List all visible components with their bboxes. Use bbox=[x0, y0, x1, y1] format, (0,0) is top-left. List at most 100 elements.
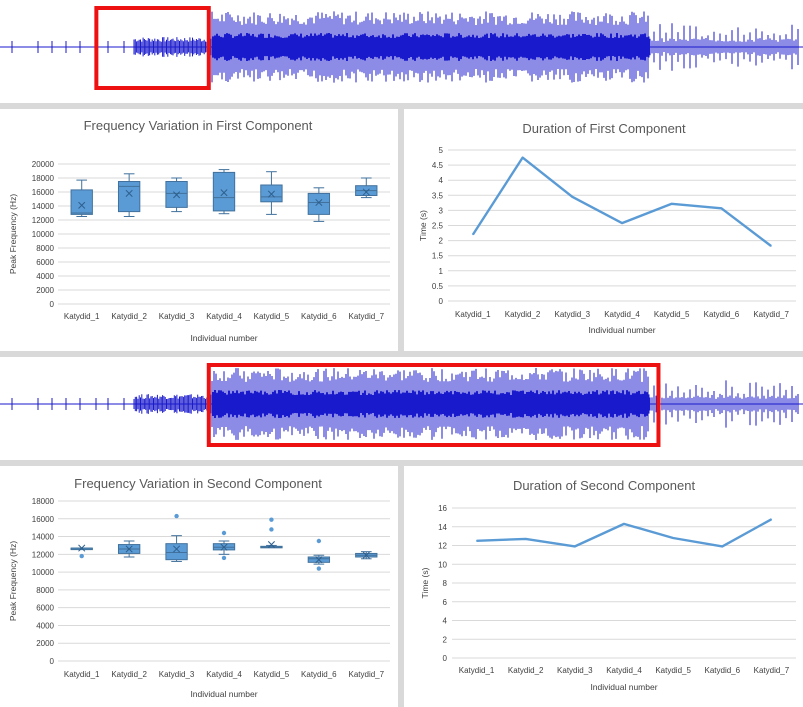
y-axis-label: Peak Frequency (Hz) bbox=[8, 194, 18, 274]
chart-panel-first-frequency: Frequency Variation in First Component 0 2… bbox=[0, 109, 398, 351]
x-tick-label: Katydid_6 bbox=[704, 310, 740, 319]
x-tick-label: Katydid_4 bbox=[606, 666, 642, 675]
box-7 bbox=[355, 177, 378, 199]
waveform-top bbox=[0, 6, 803, 90]
chart-first-duration: Duration of First Component 0 0.5 1 1.5 2 2.5 3… bbox=[418, 121, 796, 335]
y-axis-label: Time (s) bbox=[420, 567, 430, 598]
box-3 bbox=[165, 177, 188, 213]
y-tick-label: 2 bbox=[439, 237, 444, 246]
y-tick-label: 0 bbox=[50, 657, 55, 666]
box-1 bbox=[70, 544, 93, 559]
x-tick-label: Katydid_4 bbox=[206, 312, 242, 321]
box-body bbox=[70, 189, 93, 215]
y-tick-label: 12 bbox=[438, 542, 447, 551]
x-tick-label: Katydid_3 bbox=[159, 312, 195, 321]
x-tick-label: Katydid_4 bbox=[206, 670, 242, 679]
box-7 bbox=[355, 551, 378, 560]
highlight-box bbox=[94, 6, 211, 90]
y-tick-label: 5 bbox=[439, 146, 444, 155]
chart-title: Duration of First Component bbox=[522, 121, 686, 136]
waveform-bottom bbox=[0, 363, 803, 447]
y-tick-label: 6000 bbox=[36, 604, 54, 613]
mean-marker bbox=[173, 545, 181, 553]
chart-first-frequency: Frequency Variation in First Component 0 2… bbox=[8, 118, 390, 343]
y-tick-label: 12000 bbox=[32, 550, 55, 559]
box-3 bbox=[165, 513, 188, 562]
mean-marker bbox=[220, 543, 228, 551]
waveform-strip-bottom bbox=[0, 357, 803, 460]
mean-marker bbox=[315, 556, 323, 564]
chart-panel-second-frequency: Frequency Variation in Second Component 0… bbox=[0, 466, 398, 707]
x-tick-label: Katydid_5 bbox=[254, 670, 290, 679]
x-tick-label: Katydid_7 bbox=[754, 666, 790, 675]
y-tick-label: 0 bbox=[439, 297, 444, 306]
y-tick-label: 16 bbox=[438, 504, 447, 513]
x-tick-label: Katydid_7 bbox=[753, 310, 789, 319]
data-point bbox=[521, 156, 524, 159]
data-point bbox=[672, 537, 674, 539]
x-tick-label: Katydid_3 bbox=[557, 666, 593, 675]
x-tick-label: Katydid_6 bbox=[301, 312, 337, 321]
y-axis-label: Time (s) bbox=[418, 210, 428, 241]
waveform-strip-top bbox=[0, 0, 803, 103]
x-axis-label: Individual number bbox=[190, 689, 257, 699]
y-tick-label: 8000 bbox=[36, 244, 54, 253]
y-tick-label: 2.5 bbox=[432, 222, 444, 231]
y-tick-label: 18000 bbox=[32, 497, 55, 506]
chart-panel-second-duration: Duration of Second Component 0 2 4 6 8 10 12 14 1… bbox=[404, 466, 803, 707]
chart-title: Frequency Variation in First Component bbox=[84, 118, 313, 133]
outlier-point bbox=[221, 555, 227, 561]
y-axis-label: Peak Frequency (Hz) bbox=[8, 541, 18, 621]
data-point bbox=[770, 518, 773, 520]
outlier-point bbox=[174, 513, 179, 519]
chart-title: Duration of Second Component bbox=[513, 478, 696, 493]
x-tick-label: Katydid_2 bbox=[508, 666, 544, 675]
data-point bbox=[770, 245, 772, 247]
y-tick-label: 14 bbox=[438, 523, 447, 532]
x-axis-label: Individual number bbox=[190, 333, 257, 343]
y-tick-label: 16000 bbox=[32, 188, 55, 197]
mean-marker bbox=[78, 544, 86, 552]
x-tick-label: Katydid_4 bbox=[604, 310, 640, 319]
y-tick-label: 4 bbox=[439, 176, 444, 185]
x-tick-label: Katydid_7 bbox=[348, 312, 384, 321]
data-point bbox=[623, 523, 625, 525]
y-tick-label: 20000 bbox=[32, 160, 55, 169]
data-point bbox=[525, 538, 527, 540]
box-body bbox=[117, 181, 141, 213]
x-tick-label: Katydid_5 bbox=[654, 310, 690, 319]
data-point bbox=[574, 545, 576, 548]
y-tick-label: 4000 bbox=[36, 272, 54, 281]
y-tick-label: 2000 bbox=[36, 639, 54, 648]
box-4 bbox=[212, 169, 236, 215]
box-5 bbox=[260, 517, 283, 549]
x-tick-label: Katydid_3 bbox=[159, 670, 195, 679]
x-tick-label: Katydid_7 bbox=[348, 670, 384, 679]
data-point bbox=[475, 540, 478, 542]
x-tick-label: Katydid_1 bbox=[64, 670, 100, 679]
y-tick-label: 0.5 bbox=[432, 282, 444, 291]
y-tick-label: 0 bbox=[50, 300, 55, 309]
outlier-point bbox=[79, 553, 84, 559]
y-tick-label: 8 bbox=[443, 579, 448, 588]
y-tick-label: 3.5 bbox=[432, 191, 444, 200]
chart-second-duration: Duration of Second Component 0 2 4 6 8 10 12 14 1… bbox=[420, 478, 796, 692]
x-axis-label: Individual number bbox=[590, 682, 657, 692]
y-tick-label: 10 bbox=[438, 560, 447, 569]
x-tick-label: Katydid_5 bbox=[655, 666, 691, 675]
y-tick-label: 12000 bbox=[32, 216, 55, 225]
waveform-trace bbox=[0, 368, 803, 440]
outlier-point bbox=[269, 517, 274, 522]
y-tick-label: 1 bbox=[439, 267, 444, 276]
y-tick-label: 14000 bbox=[32, 202, 55, 211]
mean-marker bbox=[220, 189, 228, 197]
outlier-point bbox=[316, 566, 322, 571]
box-body bbox=[307, 192, 331, 215]
mean-marker bbox=[362, 551, 370, 559]
y-tick-label: 6 bbox=[443, 598, 448, 607]
y-tick-label: 10000 bbox=[32, 230, 55, 239]
mean-marker bbox=[362, 188, 370, 196]
box-body bbox=[212, 171, 236, 212]
y-tick-label: 10000 bbox=[32, 568, 55, 577]
y-tick-label: 8000 bbox=[36, 586, 54, 595]
